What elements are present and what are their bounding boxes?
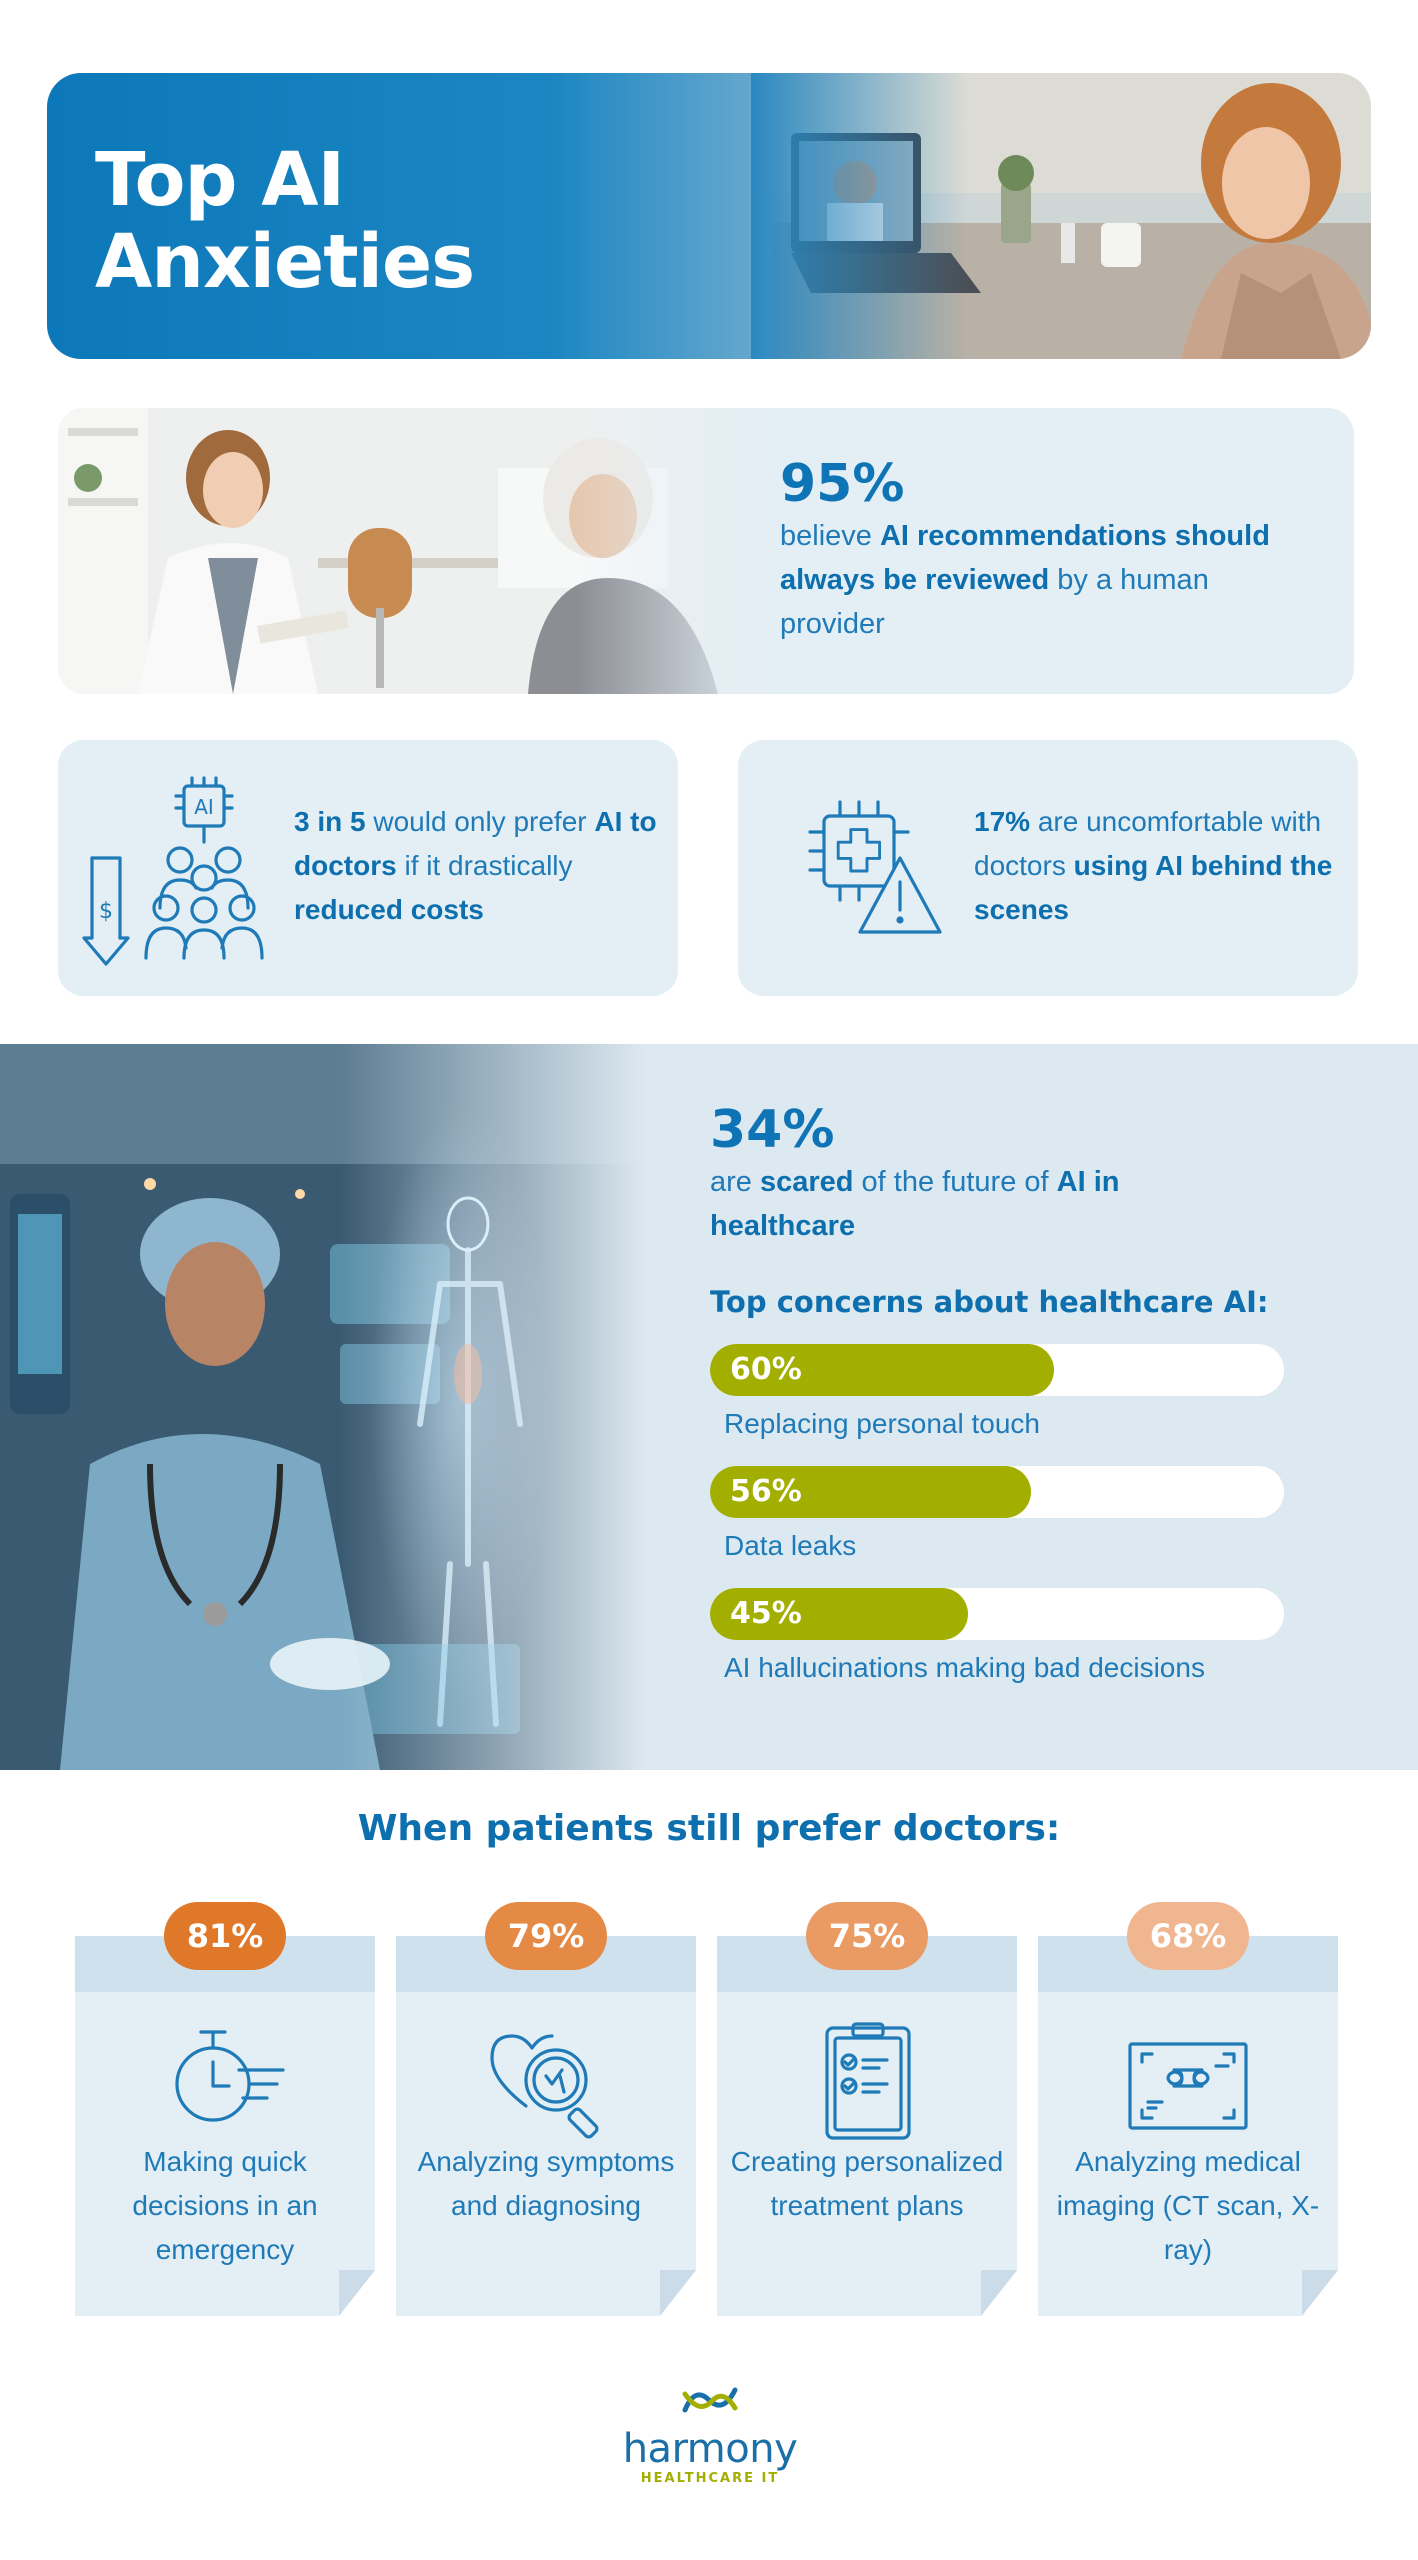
concern-bar-item: 56% Data leaks <box>710 1466 1350 1566</box>
clipboard-checklist-icon <box>825 2022 911 2140</box>
tile-fold <box>660 2270 696 2316</box>
concern-bar-pct: 45% <box>730 1596 802 1631</box>
logo-subtitle: HEALTHCARE IT <box>640 2471 780 2486</box>
concern-bar-fill <box>710 1466 1032 1518</box>
prefer-tile: Making quick decisions in an emergency <box>75 1936 375 2316</box>
tile-label: Analyzing symptoms and diagnosing <box>417 2146 675 2221</box>
prefer-pct-badge: 79% <box>485 1902 607 1970</box>
prefer-pct-badge: 81% <box>164 1902 286 1970</box>
concern-bar-fill <box>710 1344 1055 1396</box>
doctor-patient-photo <box>58 408 778 694</box>
heart-magnifier-icon <box>490 2034 599 2139</box>
hero-banner: Top AI Anxieties <box>47 73 1371 359</box>
future-stat-text: are scared of the future of AI in health… <box>710 1166 1120 1242</box>
tile-label: Creating personalized treatment plans <box>730 2146 1004 2221</box>
prefer-tile: Analyzing medical imaging (CT scan, X-ra… <box>1038 1936 1338 2316</box>
brand-logo: harmony HEALTHCARE IT <box>600 2380 820 2490</box>
svg-text:$: $ <box>99 899 113 924</box>
concern-bar-label: Replacing personal touch <box>724 1408 1040 1439</box>
concerns-title: Top concerns about healthcare AI: <box>710 1285 1269 1319</box>
concern-bar-pct: 56% <box>730 1474 802 1509</box>
concern-bar-track: 45% <box>710 1588 1284 1640</box>
behind-scenes-stat-text: 17% are uncomfortable with doctors using… <box>974 806 1333 925</box>
concern-bar-fill <box>710 1588 969 1640</box>
tile-fold <box>339 2270 375 2316</box>
nurse-hologram-photo <box>0 1044 680 1770</box>
review-stat-card: 95% believe AI recommendations should al… <box>58 408 1354 694</box>
concern-bar-label: Data leaks <box>724 1530 857 1561</box>
svg-text:AI: AI <box>194 795 214 819</box>
stopwatch-icon <box>175 2030 285 2122</box>
harmony-logo-mark-icon <box>682 2387 738 2413</box>
review-stat-value: 95% <box>780 454 905 514</box>
tile-label: Analyzing medical imaging (CT scan, X-ra… <box>1056 2146 1320 2265</box>
concerns-bar-list: 60% Replacing personal touch 56% Data leaks… <box>710 1344 1350 1688</box>
prefer-pct-badge: 68% <box>1127 1902 1249 1970</box>
future-fear-band: 34% are scared of the future of AI in he… <box>0 1044 1418 1770</box>
tile-fold <box>981 2270 1017 2316</box>
prefer-pct-badge: 75% <box>806 1902 928 1970</box>
concern-bar-item: 60% Replacing personal touch <box>710 1344 1350 1444</box>
logo-wordmark: harmony <box>622 2426 798 2472</box>
cost-stat-text: 3 in 5 would only prefer AI to doctors i… <box>294 806 657 925</box>
tile-label: Making quick decisions in an emergency <box>132 2146 318 2265</box>
future-stat-value: 34% <box>710 1100 835 1160</box>
behind-scenes-stat-card: 17% are uncomfortable with doctors using… <box>738 740 1358 996</box>
page-title: Top AI Anxieties <box>95 137 475 305</box>
concern-bar-label: AI hallucinations making bad decisions <box>724 1652 1205 1683</box>
review-stat-text: believe AI recommendations should always… <box>780 520 1270 640</box>
cost-stat-card: AI $ 3 in 5 would only prefer AI to doct… <box>58 740 678 996</box>
concern-bar-track: 56% <box>710 1466 1284 1518</box>
prefer-doctors-title: When patients still prefer doctors: <box>357 1808 1061 1849</box>
chip-warning-icon <box>808 800 942 934</box>
bone-scan-icon <box>1128 2042 1248 2130</box>
concern-bar-pct: 60% <box>730 1352 802 1387</box>
concern-bar-item: 45% AI hallucinations making bad decision… <box>710 1588 1350 1688</box>
tile-fold <box>1302 2270 1338 2316</box>
concern-bar-track: 60% <box>710 1344 1284 1396</box>
prefer-tile: Creating personalized treatment plans <box>717 1936 1017 2316</box>
ai-people-cost-icon: AI $ <box>82 776 264 966</box>
prefer-tile: Analyzing symptoms and diagnosing <box>396 1936 696 2316</box>
hero-photo <box>751 73 1371 359</box>
